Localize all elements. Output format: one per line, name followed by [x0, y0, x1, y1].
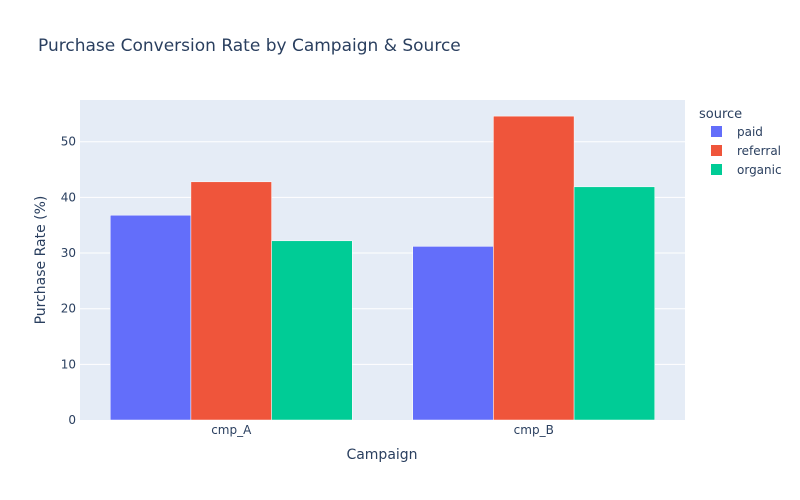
y-tick-label: 0: [68, 413, 76, 427]
chart-title: Purchase Conversion Rate by Campaign & S…: [38, 36, 461, 56]
legend-swatch-paid: [711, 126, 722, 137]
legend-title: source: [699, 107, 742, 122]
bar-paid-cmp_B: [412, 246, 494, 421]
legend: source paid referral organic: [699, 107, 782, 177]
bars: [110, 115, 655, 421]
bar-paid-cmp_A: [110, 214, 192, 421]
x-tick-labels: cmp_A cmp_B: [211, 423, 554, 437]
legend-label-organic: organic: [737, 163, 782, 177]
legend-swatch-referral: [711, 145, 722, 156]
bar-organic-cmp_B: [573, 186, 655, 421]
y-tick-label: 30: [61, 246, 76, 260]
legend-label-referral: referral: [737, 144, 781, 158]
bar-organic-cmp_A: [271, 240, 353, 421]
bar-referral-cmp_A: [190, 181, 272, 421]
y-tick-label: 40: [61, 190, 76, 204]
y-tick-label: 20: [61, 302, 76, 316]
x-axis-title: Campaign: [346, 447, 417, 463]
legend-label-paid: paid: [737, 125, 763, 139]
x-tick-label: cmp_A: [211, 423, 252, 437]
bar-referral-cmp_B: [493, 115, 575, 421]
x-tick-label: cmp_B: [514, 423, 554, 437]
y-axis-title: Purchase Rate (%): [33, 196, 49, 325]
y-tick-label: 50: [61, 135, 76, 149]
y-tick-labels: 0 10 20 30 40 50: [61, 135, 76, 427]
legend-swatch-organic: [711, 164, 722, 175]
y-tick-label: 10: [61, 357, 76, 371]
